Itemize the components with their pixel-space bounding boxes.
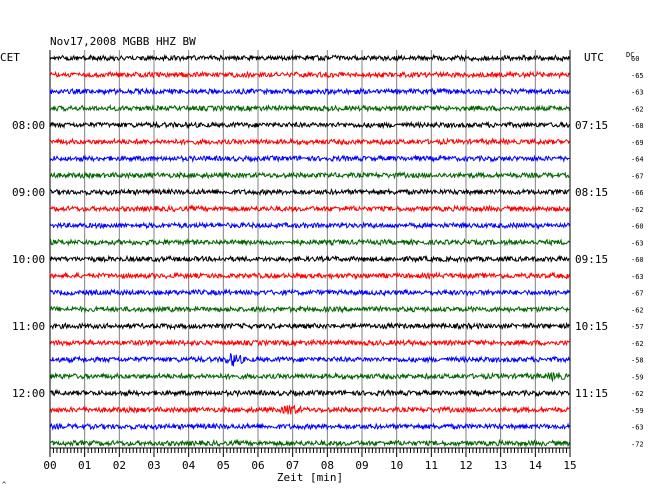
seismic-trace: [49, 87, 570, 96]
x-tick-label: 01: [78, 459, 91, 472]
seismic-trace: [49, 204, 570, 214]
left-hour-label: 11:00: [12, 320, 45, 333]
seismic-trace: [49, 70, 570, 80]
dc-offset-label: -63: [631, 273, 644, 281]
seismic-traces: [49, 53, 570, 448]
left-hour-label: 10:00: [12, 253, 45, 266]
left-hour-label: 12:00: [12, 387, 45, 400]
seismic-trace: [49, 120, 570, 130]
seismic-trace: [49, 388, 570, 398]
dc-offset-label: -66: [631, 189, 644, 197]
right-hour-label: 07:15: [575, 119, 608, 132]
seismic-trace: [49, 170, 570, 180]
right-timezone-label: UTC: [584, 51, 604, 64]
seismic-trace: [49, 321, 570, 331]
seismic-trace: [49, 305, 570, 314]
x-tick-label: 00: [43, 459, 56, 472]
dc-offset-label: -72: [631, 440, 644, 448]
chart-title: Nov17,2008 MGBB HHZ BW: [50, 35, 196, 48]
left-hour-label: 08:00: [12, 119, 45, 132]
left-timezone-label: CET: [0, 51, 20, 64]
x-tick-label: 04: [182, 459, 196, 472]
x-tick-label: 09: [355, 459, 368, 472]
dc-offset-label: -63: [631, 239, 644, 247]
x-tick-label: 11: [425, 459, 438, 472]
dc-offset-label: -64: [631, 156, 644, 164]
seismic-trace: [49, 438, 570, 448]
dc-offset-label: -63: [631, 424, 644, 432]
x-axis-ticks: [49, 448, 571, 457]
dc-offset-label: -62: [631, 306, 644, 314]
dc-offset-label: -65: [631, 72, 644, 80]
dc-offset-label: -67: [631, 172, 644, 180]
seismic-trace: [49, 187, 570, 197]
seismic-trace: [49, 404, 570, 415]
seismic-trace: [49, 103, 570, 113]
x-tick-label: 03: [147, 459, 160, 472]
seismic-trace: [49, 353, 570, 367]
dc-offset-label: 60: [631, 55, 639, 63]
x-tick-label: 13: [494, 459, 507, 472]
dc-offset-label: -62: [631, 390, 644, 398]
minute-gridlines: [84, 50, 536, 448]
x-tick-label: 08: [321, 459, 334, 472]
seismic-trace: [49, 237, 570, 247]
right-hour-label: 11:15: [575, 387, 608, 400]
dc-offset-label: -60: [631, 223, 644, 231]
dc-offset-label: -62: [631, 206, 644, 214]
seismic-trace: [49, 288, 570, 297]
right-hour-label: 09:15: [575, 253, 608, 266]
dc-offset-label: -59: [631, 407, 644, 415]
dc-offset-label: -69: [631, 139, 644, 147]
dc-offset-label: -62: [631, 105, 644, 113]
seismic-trace: [49, 137, 570, 147]
x-axis-title: Zeit [min]: [277, 471, 343, 484]
dc-offset-label: -57: [631, 323, 644, 331]
x-tick-label: 14: [529, 459, 543, 472]
dc-offset-label: -60: [631, 256, 644, 264]
dc-offset-label: -58: [631, 357, 644, 365]
seismic-trace: [49, 154, 570, 163]
x-tick-label: 15: [563, 459, 576, 472]
right-hour-label: 08:15: [575, 186, 608, 199]
plot-area: [49, 50, 571, 449]
x-tick-label: 10: [390, 459, 403, 472]
dc-offset-label: -62: [631, 340, 644, 348]
right-hour-label: 10:15: [575, 320, 608, 333]
left-hour-label: 09:00: [12, 186, 45, 199]
x-tick-label: 06: [251, 459, 264, 472]
seismic-trace: [49, 271, 570, 281]
dc-offset-label: -59: [631, 373, 644, 381]
x-tick-label: 12: [459, 459, 472, 472]
dc-offset-label: -67: [631, 290, 644, 298]
dc-offset-header: DC: [626, 51, 634, 59]
x-tick-label: 02: [113, 459, 126, 472]
seismic-trace: [49, 338, 570, 348]
x-tick-label: 05: [217, 459, 230, 472]
seismic-trace: [49, 53, 570, 63]
seismic-trace: [49, 371, 570, 383]
seismic-trace: [49, 221, 570, 230]
x-tick-label: 07: [286, 459, 299, 472]
seismic-trace: [49, 254, 570, 264]
dc-offset-label: -63: [631, 89, 644, 97]
dc-offset-label: -68: [631, 122, 644, 130]
seismic-trace: [49, 422, 570, 432]
corner-mark: ^: [2, 481, 6, 489]
axis-labels: 00 01 02 03 04 05 06 07 08 09 10 11 12 13 14 15 08:00 09:…: [12, 55, 644, 472]
